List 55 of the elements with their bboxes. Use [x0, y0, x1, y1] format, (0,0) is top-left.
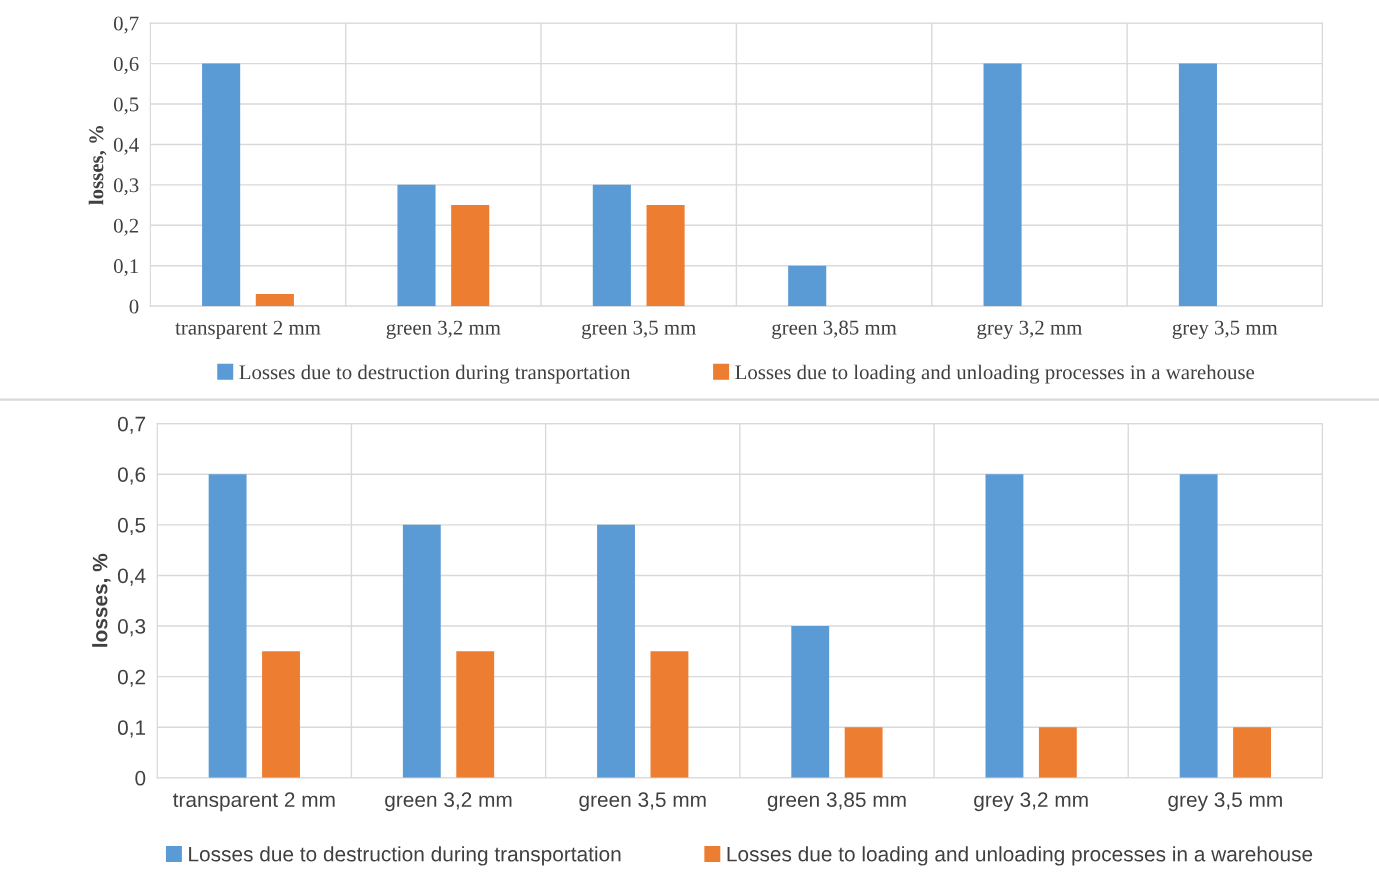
bar: [1038, 727, 1077, 778]
y-tick-label: 0,2: [113, 218, 139, 236]
x-tick-label: green 3,85 mm: [772, 320, 897, 339]
y-tick-label: 0,5: [117, 517, 146, 536]
y-axis-title: losses, %: [92, 553, 111, 647]
bar: [983, 63, 1022, 307]
y-tick-label: 0,2: [117, 669, 146, 687]
x-tick-label: green 3,85 mm: [767, 792, 906, 812]
bar: [397, 184, 436, 307]
x-tick-label: green 3,5 mm: [579, 792, 706, 812]
legend-label: Losses due to loading and unloading processes in a warehouse: [727, 846, 1313, 866]
x-tick-label: grey 3,2 mm: [974, 792, 1088, 812]
bar: [646, 205, 685, 307]
bar: [255, 294, 294, 307]
bar: [788, 265, 827, 307]
y-tick-label: 0,6: [117, 467, 146, 485]
x-tick-label: green 3,2 mm: [385, 792, 512, 812]
x-tick-label: grey 3,5 mm: [1168, 792, 1282, 812]
bar: [456, 651, 495, 778]
bar: [985, 474, 1024, 778]
y-tick-label: 0,7: [117, 416, 146, 434]
x-tick-label: green 3,2 mm: [386, 320, 501, 339]
bar: [1178, 63, 1217, 307]
x-tick-label: transparent 2 mm: [175, 320, 321, 339]
bar: [650, 651, 689, 778]
x-tick-label: transparent 2 mm: [173, 792, 335, 812]
y-tick-label: 0,1: [113, 259, 138, 277]
legend-label: Losses due to destruction during transportation: [239, 364, 631, 384]
y-axis-title: losses, %: [88, 126, 107, 205]
bar: [402, 524, 441, 778]
bar: [791, 626, 830, 778]
bar: [208, 474, 247, 778]
x-tick-label: grey 3,2 mm: [977, 320, 1083, 339]
bar: [202, 63, 241, 307]
bar: [597, 524, 635, 778]
bar: [592, 184, 631, 307]
y-tick-label: 0,3: [113, 178, 139, 196]
y-tick-label: 0: [129, 299, 139, 314]
y-tick-label: 0,4: [117, 568, 146, 586]
x-tick-label: grey 3,5 mm: [1172, 320, 1278, 339]
bar: [1233, 727, 1271, 778]
y-tick-label: 0,3: [117, 619, 146, 637]
y-tick-label: 0,6: [113, 56, 139, 74]
bar: [451, 205, 490, 307]
x-tick-label: green 3,5 mm: [582, 320, 696, 339]
bar: [262, 651, 300, 778]
y-tick-label: 0,4: [113, 137, 139, 155]
y-tick-label: 0,7: [113, 16, 139, 34]
legend-label: Losses due to loading and unloading processes in a warehouse: [735, 364, 1255, 384]
bar: [844, 727, 883, 778]
bar: [1179, 474, 1218, 778]
y-tick-label: 0,1: [117, 720, 146, 738]
y-tick-label: 0,5: [113, 97, 139, 115]
y-tick-label: 0: [135, 770, 146, 786]
legend-label: Losses due to destruction during transportation: [189, 846, 621, 866]
